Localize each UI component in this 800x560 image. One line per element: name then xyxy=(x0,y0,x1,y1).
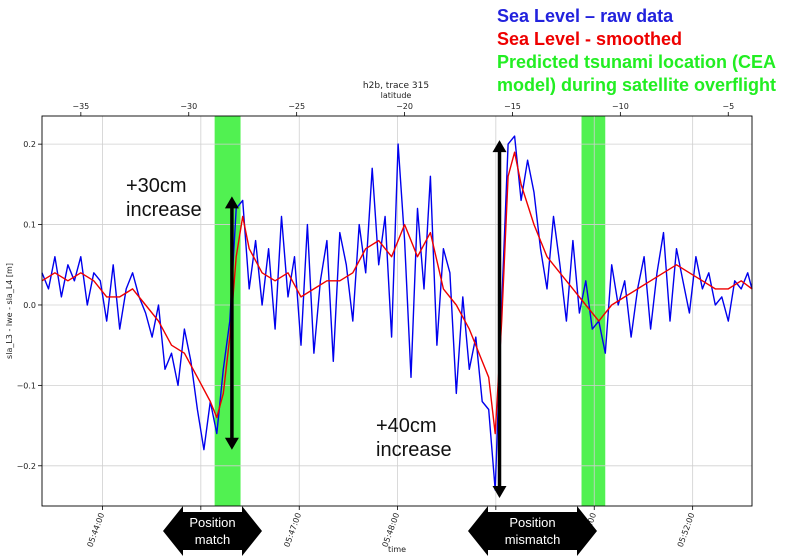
position-match-arrow xyxy=(163,506,262,556)
bottom-tick-label: 05:44:00 xyxy=(86,512,107,549)
legend-entry: model) during satellite overflight xyxy=(497,75,776,95)
legend-entry: Sea Level – raw data xyxy=(497,6,674,26)
y-tick-label: 0.0 xyxy=(23,301,36,310)
increase-annotation: +40cm xyxy=(376,415,437,437)
arrow-head-down-2 xyxy=(492,485,507,498)
y-axis-title: sla_L3 - lwe - sla_L4 [m] xyxy=(5,263,14,359)
y-tick-label: 0.1 xyxy=(23,221,36,230)
position-mismatch-arrow xyxy=(468,506,597,556)
legend-entry: Sea Level - smoothed xyxy=(497,29,682,49)
top-tick-label: −15 xyxy=(504,102,521,111)
tsunami-location-band-1 xyxy=(214,116,241,506)
y-tick-label: −0.2 xyxy=(17,462,36,471)
position-label: mismatch xyxy=(505,532,561,547)
tsunami-location-band-2 xyxy=(581,116,606,506)
position-label: match xyxy=(195,532,230,547)
legend-entry: Predicted tsunami location (CEA xyxy=(497,52,776,72)
bottom-tick-label: 05:52:00 xyxy=(676,512,697,549)
increase-annotation: +30cm xyxy=(126,175,187,197)
chart-title: h2b, trace 315 xyxy=(363,81,429,91)
arrow-head-up-1 xyxy=(224,196,239,209)
top-axis-title: latitude xyxy=(381,91,412,100)
plot-frame xyxy=(41,115,753,507)
top-tick-label: −5 xyxy=(722,102,734,111)
increase-annotation: increase xyxy=(126,199,202,221)
top-tick-label: −25 xyxy=(288,102,305,111)
position-label: Position xyxy=(189,515,235,530)
bottom-tick-label: 05:47:00 xyxy=(282,512,303,549)
top-tick-label: −20 xyxy=(396,102,413,111)
arrow-head-down-1 xyxy=(224,437,239,450)
top-tick-label: −35 xyxy=(72,102,89,111)
smoothed-line xyxy=(41,151,753,435)
position-label: Position xyxy=(509,515,555,530)
bottom-tick-label: 05:48:00 xyxy=(381,512,402,549)
top-tick-label: −30 xyxy=(180,102,197,111)
arrow-head-up-2 xyxy=(492,140,507,153)
y-tick-label: −0.1 xyxy=(17,381,36,390)
x-axis-title: time xyxy=(388,545,406,554)
top-tick-label: −10 xyxy=(612,102,629,111)
y-tick-label: 0.2 xyxy=(23,140,36,149)
increase-annotation: increase xyxy=(376,439,452,461)
